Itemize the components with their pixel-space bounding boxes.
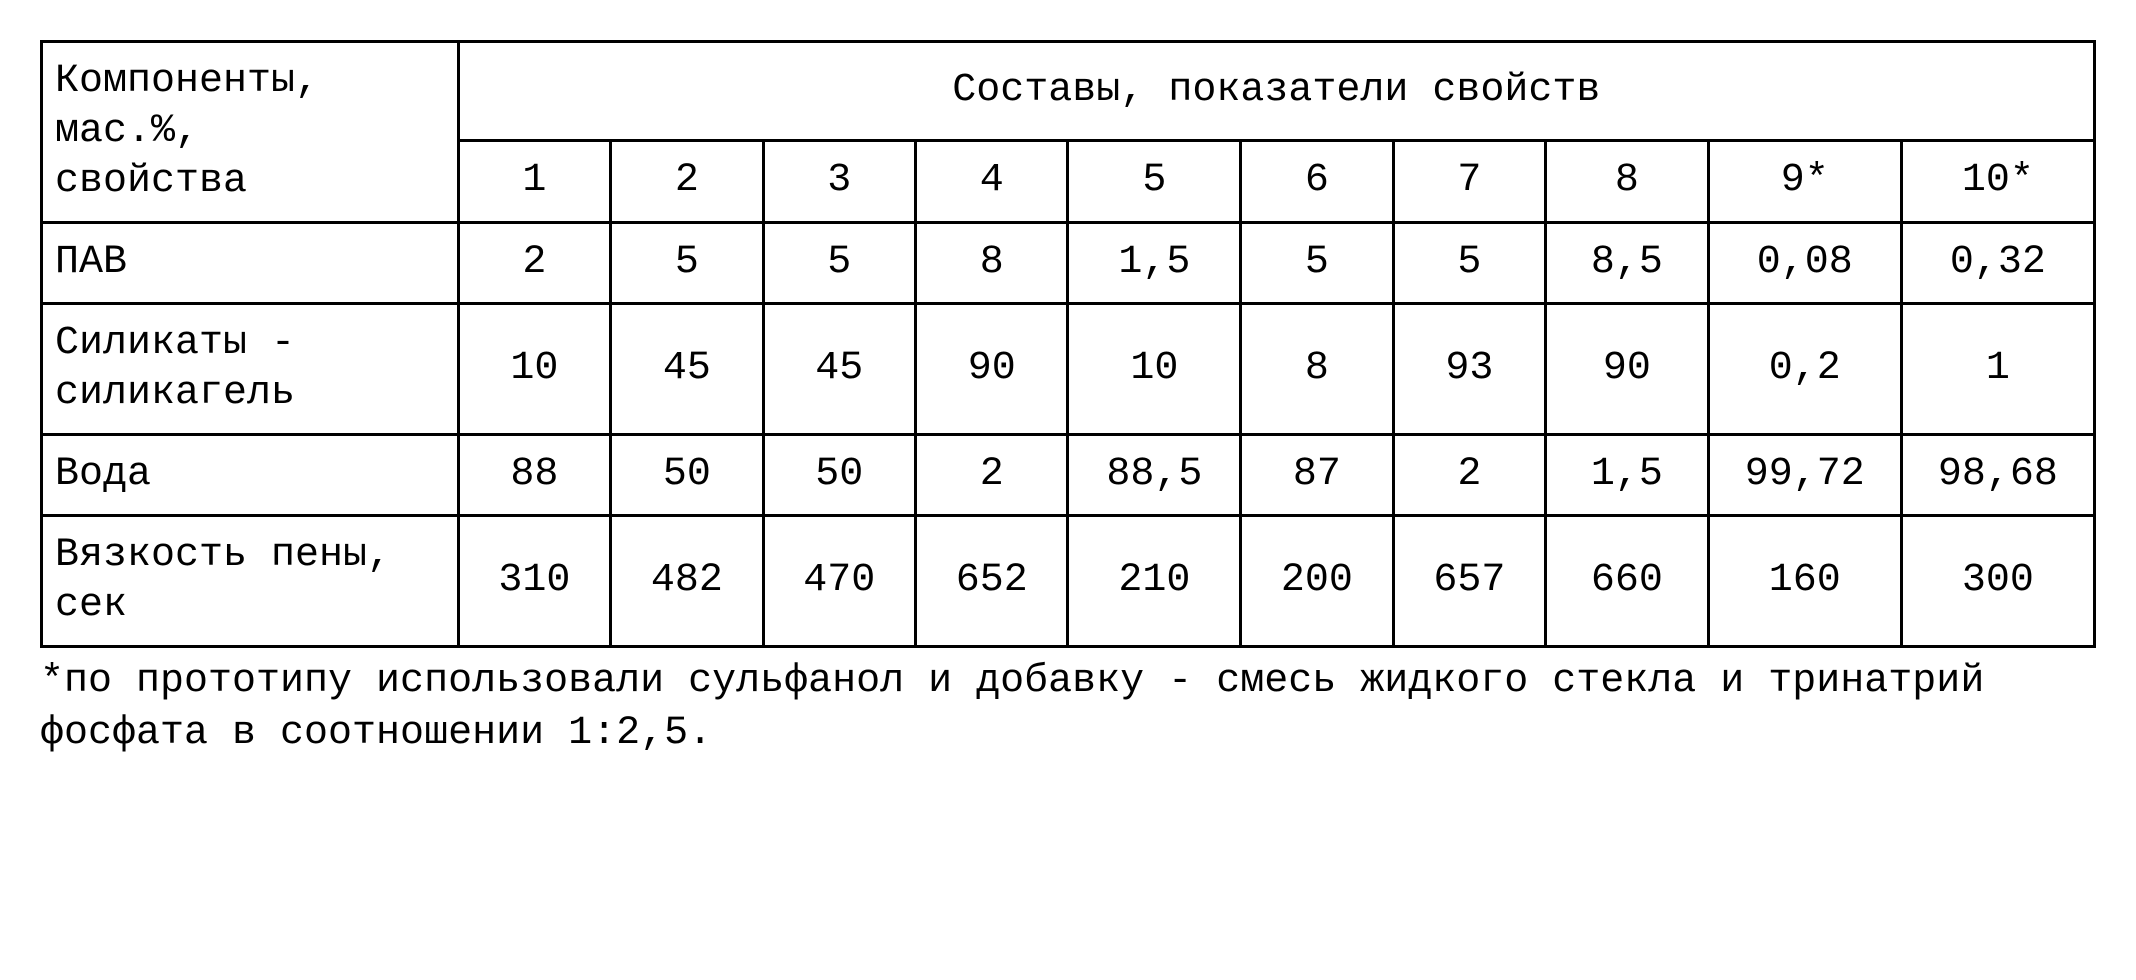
col-header-10: 10* [1901, 140, 2094, 222]
cell: 45 [763, 304, 915, 435]
cell: 5 [611, 223, 763, 304]
cell: 1 [1901, 304, 2094, 435]
cell: 8 [1241, 304, 1393, 435]
cell: 8 [916, 223, 1068, 304]
cell: 210 [1068, 516, 1241, 647]
cell: 1,5 [1546, 435, 1709, 516]
cell: 88,5 [1068, 435, 1241, 516]
cell: 652 [916, 516, 1068, 647]
cell: 10 [458, 304, 610, 435]
cell: 657 [1393, 516, 1545, 647]
corner-header: Компоненты,мас.%,свойства [42, 42, 459, 223]
cell: 99,72 [1708, 435, 1901, 516]
cell: 200 [1241, 516, 1393, 647]
cell: 2 [916, 435, 1068, 516]
cell: 300 [1901, 516, 2094, 647]
cell: 0,08 [1708, 223, 1901, 304]
col-header-4: 4 [916, 140, 1068, 222]
cell: 482 [611, 516, 763, 647]
cell: 88 [458, 435, 610, 516]
cell: 45 [611, 304, 763, 435]
span-header-text: Составы, показатели свойств [952, 68, 1600, 113]
header-row-1: Компоненты,мас.%,свойства Составы, показ… [42, 42, 2095, 141]
table-row: Силикаты -силикагель 10 45 45 90 10 8 93… [42, 304, 2095, 435]
col-header-8: 8 [1546, 140, 1709, 222]
corner-header-text: Компоненты,мас.%,свойства [55, 59, 319, 204]
col-header-2: 2 [611, 140, 763, 222]
cell: 470 [763, 516, 915, 647]
col-header-6: 6 [1241, 140, 1393, 222]
cell: 5 [763, 223, 915, 304]
row-label: Вязкость пены,сек [42, 516, 459, 647]
table-row: Вязкость пены,сек 310 482 470 652 210 20… [42, 516, 2095, 647]
col-header-9: 9* [1708, 140, 1901, 222]
cell: 5 [1393, 223, 1545, 304]
col-header-5: 5 [1068, 140, 1241, 222]
table-row: Вода 88 50 50 2 88,5 87 2 1,5 99,72 98,6… [42, 435, 2095, 516]
cell: 93 [1393, 304, 1545, 435]
cell: 660 [1546, 516, 1709, 647]
col-header-7: 7 [1393, 140, 1545, 222]
cell: 8,5 [1546, 223, 1709, 304]
cell: 87 [1241, 435, 1393, 516]
cell: 310 [458, 516, 610, 647]
table-row: ПАВ 2 5 5 8 1,5 5 5 8,5 0,08 0,32 [42, 223, 2095, 304]
cell: 2 [458, 223, 610, 304]
cell: 0,2 [1708, 304, 1901, 435]
cell: 50 [763, 435, 915, 516]
cell: 5 [1241, 223, 1393, 304]
cell: 50 [611, 435, 763, 516]
cell: 0,32 [1901, 223, 2094, 304]
cell: 160 [1708, 516, 1901, 647]
row-label: Силикаты -силикагель [42, 304, 459, 435]
row-label: Вода [42, 435, 459, 516]
cell: 10 [1068, 304, 1241, 435]
cell: 2 [1393, 435, 1545, 516]
footnote: *по прототипу использовали сульфанол и д… [40, 648, 2096, 760]
cell: 90 [1546, 304, 1709, 435]
data-table: Компоненты,мас.%,свойства Составы, показ… [40, 40, 2096, 648]
row-label: ПАВ [42, 223, 459, 304]
cell: 98,68 [1901, 435, 2094, 516]
col-header-3: 3 [763, 140, 915, 222]
table-document: Компоненты,мас.%,свойства Составы, показ… [40, 40, 2096, 760]
cell: 1,5 [1068, 223, 1241, 304]
span-header: Составы, показатели свойств [458, 42, 2094, 141]
cell: 90 [916, 304, 1068, 435]
col-header-1: 1 [458, 140, 610, 222]
